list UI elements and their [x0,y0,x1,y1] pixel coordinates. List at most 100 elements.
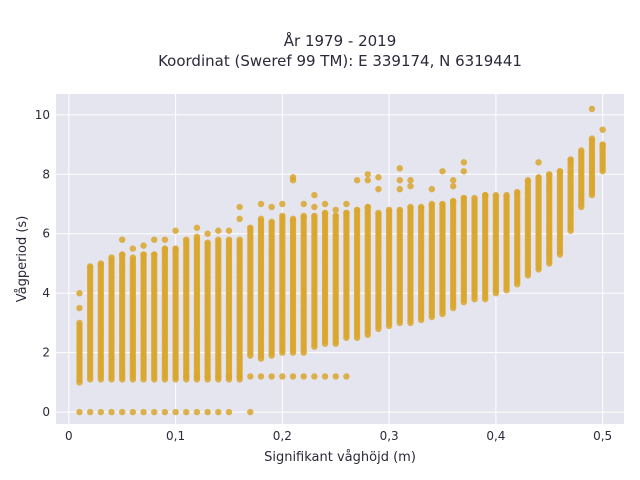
data-point [247,224,254,231]
low-band-point [311,373,318,380]
outlier-point [439,168,446,175]
y-tick-label: 6 [42,227,50,241]
x-axis-label: Signifikant våghöjd (m) [264,450,416,465]
zero-point [193,408,201,416]
data-point [524,177,532,184]
data-point [385,206,393,214]
outlier-point [236,203,243,211]
outlier-point [257,200,265,208]
low-band-point [183,373,190,380]
data-point [546,171,553,178]
data-point [514,188,521,196]
data-point [449,197,457,205]
outlier-point [375,174,382,181]
outlier-point [193,224,201,231]
x-tick-label: 0 [65,429,73,443]
outlier-point [588,105,596,113]
x-tick-label: 0,2 [273,429,292,443]
outlier-point [76,289,83,297]
data-point [332,212,339,220]
data-point [161,245,169,252]
data-point [236,236,243,243]
data-point [407,203,414,211]
outlier-point [161,236,169,243]
outlier-point [268,203,275,211]
zero-point [129,408,137,416]
data-point [183,236,190,243]
outlier-point [599,126,606,133]
low-band-point [225,373,233,380]
data-point [257,215,265,223]
data-point [567,156,574,163]
outlier-point [364,177,371,184]
x-tick-labels: 0 0,1 0,2 0,3 0,4 0,5 [65,429,612,443]
zero-point [151,408,158,416]
data-point [118,251,126,258]
x-tick-label: 0,3 [380,429,399,443]
zero-point [183,408,190,416]
y-tick-label: 10 [35,108,50,122]
data-point [599,141,606,148]
outlier-point [129,245,137,252]
low-band-point [268,373,275,380]
data-point [86,263,94,270]
outlier-point [215,227,222,234]
zero-point [140,408,147,416]
data-point [396,206,403,214]
y-tick-label: 8 [42,167,50,181]
outlier-point [279,200,286,208]
zero-point [172,408,179,416]
low-band-point [321,373,329,380]
outlier-point [225,227,233,234]
data-point [215,236,222,243]
zero-point [215,408,222,416]
data-point [428,200,436,208]
data-point [321,209,329,217]
low-band-point [236,373,243,380]
data-point [460,194,468,202]
outlier-point [236,215,243,223]
outlier-point [535,159,542,166]
zero-point [118,408,126,416]
low-band-point [204,373,211,380]
low-band-point [332,373,339,380]
data-point [289,215,297,223]
outlier-point [118,236,126,243]
outlier-point [321,200,329,208]
zero-point [204,408,211,416]
data-point [279,212,286,220]
x-tick-label: 0,4 [486,429,505,443]
outlier-point [407,182,414,190]
outlier-point [289,174,297,181]
outlier-point [375,185,382,193]
y-tick-label: 0 [42,405,50,419]
zero-point [86,408,94,416]
data-point [300,212,307,220]
chart-title-line2: Koordinat (Sweref 99 TM): E 339174, N 63… [158,52,522,70]
outlier-point [460,159,468,166]
data-point [439,200,446,208]
low-band-point [343,373,350,380]
data-point [492,191,500,199]
outlier-point [396,165,403,172]
data-point [503,191,510,199]
zero-point [108,408,115,416]
x-tick-label: 0,1 [166,429,185,443]
zero-point [76,408,83,416]
outlier-point [407,177,414,184]
outlier-point [396,177,403,184]
outlier-point [353,177,361,184]
y-axis-label: Vågperiod (s) [15,216,30,303]
data-point [108,254,115,261]
outlier-point [460,168,468,175]
outlier-point [396,185,403,193]
data-point [364,203,371,211]
outlier-point [428,185,436,193]
data-point [353,206,361,214]
data-point [129,254,137,261]
chart-title-line1: År 1979 - 2019 [284,31,397,50]
data-point [578,147,585,154]
outlier-point [311,203,318,211]
data-point [140,251,147,258]
outlier-point [332,206,339,214]
